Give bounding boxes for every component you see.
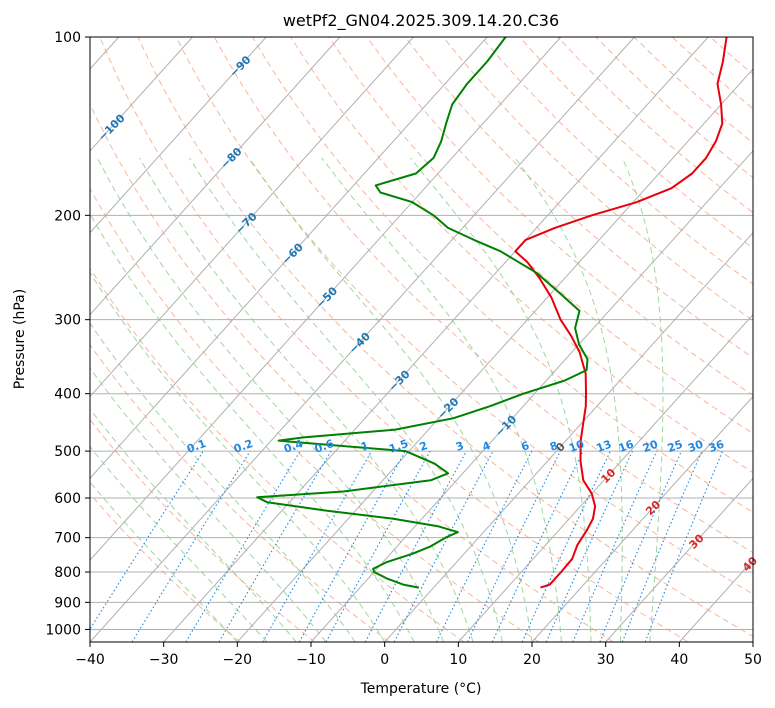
isotherm [90,37,635,642]
mixing-ratio-label: 20 [641,438,660,456]
dry-adiabat [90,187,540,642]
dry-adiabat [328,37,753,435]
mixing-ratio-label: 0.4 [282,437,305,456]
dry-adiabat [90,267,465,642]
y-tick-label: 100 [54,30,81,46]
dry-adiabat [90,418,316,642]
x-tick-label: 10 [449,652,467,668]
x-tick-label: 20 [523,652,541,668]
y-tick-label: 500 [54,444,81,460]
mixing-ratio-label: 30 [686,438,705,456]
dry-adiabat [366,37,753,396]
moist-adiabat [514,157,623,642]
mixing-ratio-line [325,450,431,642]
isotherm [90,37,488,480]
y-tick-label: 200 [54,208,81,224]
y-axis: 100 200 300 400 500 600 700 800 900 1000 [45,30,90,638]
mixing-ratio-line [90,450,204,630]
plot-frame [89,36,754,643]
mixing-ratio-line [435,450,533,642]
background-lines [90,37,753,642]
isotherm [605,477,753,642]
dry-adiabat [290,37,753,474]
mixing-ratio-label: 6 [519,439,531,454]
mixing-ratio-line [298,450,406,642]
mixing-ratio-line [131,450,251,642]
profile-lines [256,37,728,589]
x-axis-title: Temperature (°C) [360,681,482,697]
isotherm [752,641,753,642]
dewpoint-line [256,37,589,589]
mixing-ratio-line [545,450,633,642]
isotherm [163,37,709,642]
mixing-ratio-label: 10 [567,438,586,456]
mixing-ratio-label: 0.1 [185,437,208,456]
isotherm [384,231,753,642]
mixing-ratio-line [621,450,703,642]
moist-adiabat [90,271,386,642]
x-tick-label: −10 [296,652,326,668]
x-tick-label: 0 [380,652,389,668]
isotherm [310,150,753,642]
dry-adiabat [251,37,753,513]
mixing-ratio-line [364,450,467,642]
moist-adiabat [248,157,533,642]
mixing-ratio-label: 25 [666,438,685,455]
dry-adiabat [90,493,241,642]
mixing-ratio-line [644,450,724,642]
isotherm [457,313,753,642]
y-axis-title: Pressure (hPa) [12,289,28,389]
mixing-ratio-label: 8 [548,439,560,454]
mixing-ratio-line [599,450,682,642]
x-tick-label: 50 [744,652,762,668]
y-tick-label: 1000 [45,622,81,638]
y-tick-label: 400 [54,387,81,403]
y-tick-label: 300 [54,313,81,329]
y-tick-label: 700 [54,531,81,547]
moist-adiabat [410,157,592,642]
dry-adiabat [213,37,753,554]
mixing-ratio-label: 36 [707,438,726,456]
x-tick-label: 30 [597,652,615,668]
plot-background [90,37,753,642]
mixing-ratio-label: 1 [359,439,371,454]
moist-adiabat [90,322,356,642]
temperature-line [514,37,728,589]
mixing-ratio-line [572,450,658,642]
mixing-ratio-labels: 0.1 0.2 0.4 0.6 1 1.5 2 3 4 6 8 10 13 16 20 25 30 36 [185,437,726,456]
isotherm [531,395,753,642]
isotherm [90,37,193,152]
y-tick-label: 800 [54,565,81,581]
mixing-ratio-label: 3 [454,439,466,454]
dry-adiabat [404,37,753,359]
moist-adiabat [321,157,562,642]
x-tick-label: −20 [223,652,253,668]
mixing-ratio-label: 0.6 [313,437,336,456]
chart-title: wetPf2_GN04.2025.309.14.20.C36 [283,11,559,31]
isotherm [90,37,562,561]
x-tick-label: −30 [149,652,179,668]
isotherm [236,68,753,642]
x-tick-label: −40 [75,652,105,668]
x-axis: −40 −30 −20 −10 0 10 20 30 40 50 [75,642,762,668]
dry-adiabat [442,37,753,322]
mixing-ratio-label: 1.5 [387,437,410,456]
y-tick-label: 600 [54,491,81,507]
y-tick-label: 900 [54,595,81,611]
mixing-ratio-label: 13 [595,438,614,455]
mixing-ratio-label: 0.2 [232,437,255,456]
dry-adiabat [99,37,689,642]
isotherm [90,37,267,234]
mixing-ratio-label: 4 [481,439,493,454]
dry-adiabat [90,103,614,642]
isotherm [90,37,414,398]
isotherm [90,37,341,316]
mixing-ratio-label: 16 [617,438,636,456]
x-tick-label: 40 [670,652,688,668]
mixing-ratio-label: 2 [418,439,430,454]
